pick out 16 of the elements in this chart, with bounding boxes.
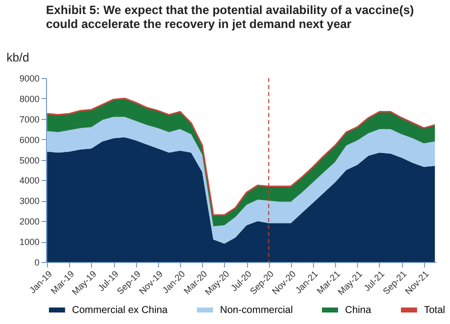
- legend-label: Commercial ex China: [72, 305, 168, 316]
- y-tick-label: 9000: [19, 74, 40, 84]
- legend-label: Non-commercial: [220, 305, 293, 316]
- chart-title: Exhibit 5: We expect that the potential availability of a vaccine(s) could accelerate the recovery in jet demand next year: [46, 3, 414, 31]
- y-tick-label: 6000: [19, 134, 40, 145]
- legend-label: Total: [424, 305, 446, 316]
- y-tick-label: 7000: [19, 114, 40, 124]
- legend-label: China: [345, 305, 372, 316]
- y-tick-label: 2000: [19, 216, 40, 227]
- y-tick-label: 4000: [19, 176, 40, 186]
- y-tick-label: 3000: [19, 196, 40, 206]
- y-tick-label: 1000: [19, 237, 40, 248]
- y-tick-label: 0: [34, 258, 40, 268]
- y-tick-label: 5000: [19, 155, 40, 166]
- y-axis-title: kb/d: [6, 50, 30, 64]
- y-tick-label: 8000: [19, 94, 40, 104]
